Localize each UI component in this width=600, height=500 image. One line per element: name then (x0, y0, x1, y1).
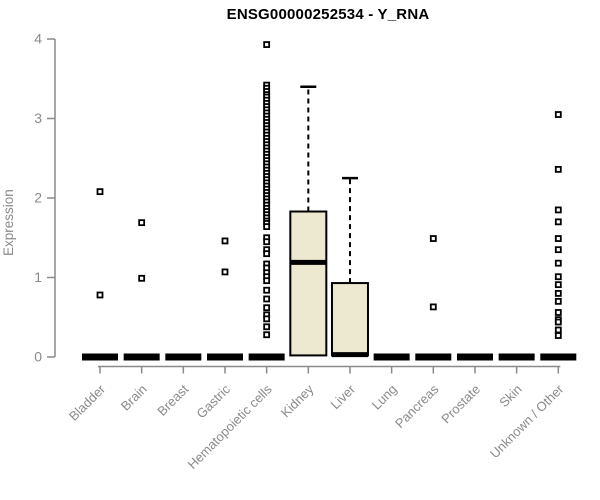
x-tick-label: Unknown / Other (487, 381, 567, 461)
box-collapsed-at-zero (373, 353, 410, 361)
box-collapsed-at-zero (123, 353, 160, 361)
x-tick-label: Kidney (278, 381, 317, 420)
outlier-point (554, 218, 562, 226)
outlier-point (263, 41, 271, 48)
box-collapsed-at-zero (248, 353, 285, 361)
outlier-point (554, 309, 562, 316)
outlier-point (263, 250, 271, 258)
outlier-point (554, 289, 562, 297)
box-collapsed-at-zero (82, 353, 118, 361)
outlier-point (263, 323, 271, 331)
outlier-point (263, 304, 271, 312)
y-tick-label: 1 (34, 269, 42, 285)
outlier-point (554, 281, 562, 289)
outlier-point (263, 331, 271, 339)
y-tick-label: 4 (34, 31, 42, 47)
box-collapsed-at-zero (165, 353, 202, 361)
x-tick-label: Breast (154, 381, 191, 418)
y-tick-label: 2 (34, 190, 42, 206)
x-tick-label: Bladder (66, 381, 109, 424)
outlier-point (554, 259, 562, 267)
x-tick-label: Skin (496, 382, 524, 410)
outlier-point (138, 274, 146, 282)
box-collapsed-at-zero (415, 353, 452, 361)
box-collapsed-at-zero (456, 353, 493, 361)
y-tick-label: 0 (34, 349, 42, 365)
outlier-point (263, 315, 271, 323)
outlier-point (429, 235, 437, 242)
outlier-point (263, 286, 271, 294)
outlier-point (96, 188, 104, 196)
x-tick-label: Brain (118, 382, 150, 414)
box-collapsed-at-zero (540, 353, 577, 361)
x-tick-label: Liver (328, 381, 359, 412)
outlier-point (554, 273, 562, 281)
outlier-point (221, 237, 229, 245)
outlier-point (221, 268, 229, 276)
outlier-point (263, 295, 271, 303)
x-tick-label: Lung (369, 382, 400, 413)
x-tick-label: Prostate (438, 382, 483, 427)
box-iqr (289, 210, 328, 357)
outlier-point (554, 165, 562, 173)
outlier-point (554, 318, 562, 326)
outlier-point (96, 291, 104, 299)
x-tick-label: Pancreas (392, 381, 442, 431)
box-collapsed-at-zero (498, 353, 535, 361)
outlier-point (554, 297, 562, 305)
box-collapsed-at-zero (206, 353, 243, 361)
outlier-point (138, 219, 146, 227)
chart-title: ENSG00000252534 - Y_RNA (226, 6, 430, 23)
outlier-point (554, 235, 562, 242)
y-axis-label: Expression (1, 189, 16, 257)
outlier-point (429, 303, 437, 311)
y-tick-label: 3 (34, 110, 42, 126)
box-iqr (330, 282, 369, 357)
outlier-point (263, 223, 271, 231)
outlier-point (554, 246, 562, 254)
outlier-point (263, 277, 271, 285)
outlier-point (554, 206, 562, 214)
outlier-point (554, 111, 562, 118)
outlier-point (263, 238, 271, 246)
outlier-point (554, 332, 562, 339)
outlier-point (554, 326, 562, 334)
x-tick-label: Gastric (193, 381, 233, 421)
